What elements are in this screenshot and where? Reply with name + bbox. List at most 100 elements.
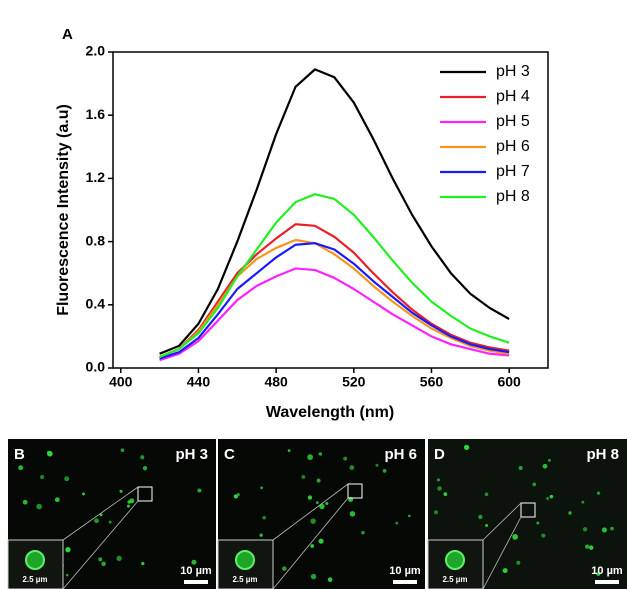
- particle: [108, 520, 112, 524]
- particle: [301, 474, 306, 479]
- particle: [142, 465, 148, 471]
- y-tick-label: 0.8: [86, 232, 106, 248]
- particle: [99, 513, 103, 517]
- particle: [65, 547, 71, 553]
- x-tick-label: 600: [497, 374, 521, 390]
- panel-ph-label: pH 3: [175, 446, 208, 463]
- legend-label: pH 8: [496, 188, 530, 205]
- inset-scale-label: 2.5 µm: [442, 575, 467, 584]
- x-tick-label: 560: [420, 374, 444, 390]
- zoom-line: [482, 502, 522, 541]
- particle: [395, 521, 399, 525]
- particle: [610, 526, 614, 531]
- particle: [287, 449, 291, 453]
- series-line: [159, 242, 510, 360]
- particle: [127, 504, 130, 508]
- particle: [282, 566, 287, 571]
- particle: [18, 465, 24, 471]
- zoom-line: [272, 497, 349, 589]
- zoom-line: [482, 516, 522, 589]
- particle: [259, 533, 263, 537]
- series-line: [159, 267, 510, 362]
- particle: [436, 478, 440, 482]
- panel-letter: C: [224, 446, 235, 463]
- legend-label: pH 4: [496, 88, 530, 105]
- legend-label: pH 5: [496, 113, 530, 130]
- particle: [589, 545, 594, 550]
- particle: [140, 455, 145, 460]
- particle: [310, 573, 317, 580]
- scale-label: 10 µm: [389, 565, 421, 577]
- particle: [197, 488, 202, 493]
- particle: [315, 501, 319, 504]
- y-tick-label: 2.0: [86, 43, 106, 59]
- particle: [375, 463, 379, 467]
- particle: [141, 561, 145, 566]
- particle: [36, 503, 43, 510]
- particle: [54, 497, 60, 503]
- particle: [601, 527, 607, 533]
- scale-label: 10 µm: [591, 565, 623, 577]
- particle: [541, 533, 546, 538]
- particle: [318, 538, 324, 544]
- zoom-box: [347, 483, 363, 499]
- particle: [262, 515, 267, 520]
- inset-scale-label: 2.5 µm: [22, 575, 47, 584]
- particle: [40, 474, 45, 480]
- particle: [549, 494, 554, 499]
- scale-label: 10 µm: [180, 565, 212, 577]
- inset-particle: [445, 550, 465, 570]
- particle: [349, 511, 356, 517]
- particle: [484, 492, 489, 497]
- particle: [407, 514, 411, 518]
- y-tick-label: 0.4: [86, 296, 106, 312]
- y-tick-label: 1.2: [86, 169, 106, 185]
- particle: [116, 555, 122, 561]
- legend-label: pH 7: [496, 163, 530, 180]
- particle: [65, 573, 69, 577]
- scale-bar: [393, 580, 417, 584]
- particle: [318, 452, 323, 456]
- particle: [382, 469, 387, 473]
- particle: [518, 465, 523, 471]
- particle: [120, 448, 125, 453]
- series-line: [159, 223, 510, 358]
- series-line: [159, 238, 510, 358]
- scale-bar: [184, 580, 208, 584]
- particle: [46, 450, 50, 454]
- particle: [22, 499, 28, 505]
- series-line: [159, 193, 510, 358]
- particle: [94, 518, 99, 524]
- particle: [547, 458, 551, 462]
- particle: [101, 561, 106, 567]
- particle: [536, 521, 540, 525]
- particle: [310, 544, 315, 548]
- particle: [64, 476, 70, 482]
- particle: [581, 500, 585, 504]
- particle: [319, 503, 325, 510]
- particle: [596, 572, 601, 576]
- particle: [343, 456, 348, 461]
- inset-scale-label: 2.5 µm: [232, 575, 257, 584]
- particle: [98, 557, 103, 562]
- particle: [260, 486, 263, 490]
- particle: [502, 568, 508, 574]
- particle: [546, 497, 550, 500]
- zoom-box: [137, 486, 153, 502]
- particle: [478, 514, 483, 520]
- particle: [568, 511, 572, 515]
- particle: [443, 492, 448, 496]
- particle: [596, 491, 601, 495]
- panel-label: A: [62, 26, 73, 43]
- x-axis-label: Wavelength (nm): [266, 404, 394, 421]
- particle: [542, 463, 548, 469]
- particle: [82, 492, 85, 496]
- y-tick-label: 1.6: [86, 106, 106, 122]
- particle: [310, 518, 316, 524]
- inset-particle: [25, 550, 45, 570]
- zoom-line: [62, 486, 139, 541]
- legend-label: pH 3: [496, 63, 530, 80]
- zoom-box: [520, 502, 536, 518]
- series-line: [159, 68, 510, 355]
- particle: [516, 560, 521, 565]
